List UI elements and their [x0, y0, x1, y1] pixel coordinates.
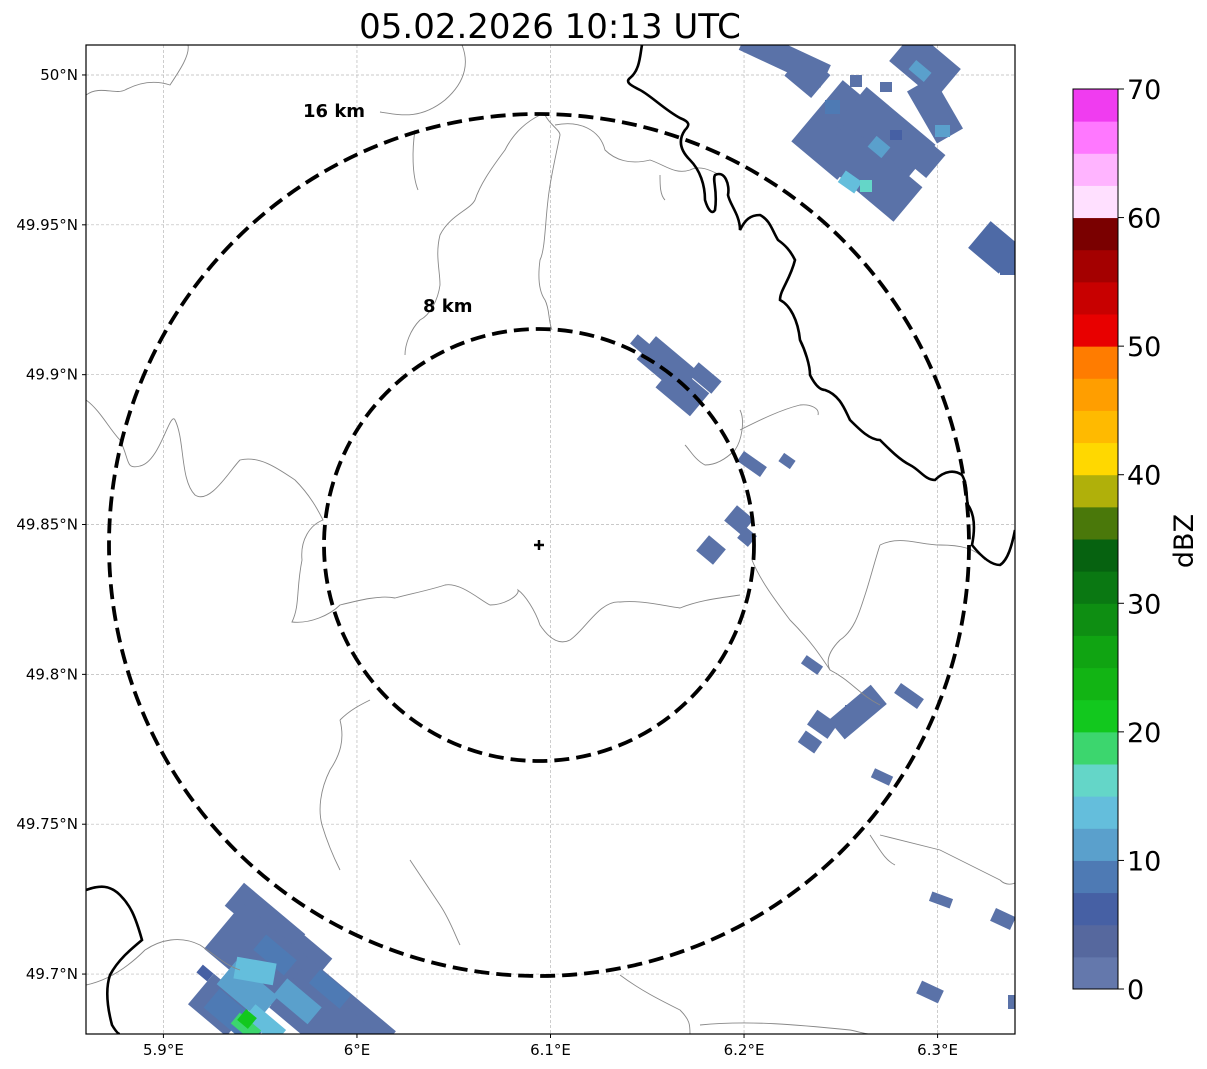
colorbar-segment	[1073, 506, 1118, 540]
colorbar-tick-label: 10	[1127, 846, 1161, 877]
latitude-axis: 50°N 49.95°N 49.9°N 49.85°N 49.8°N 49.75°N 49.…	[16, 66, 86, 983]
tick-label-lon: 6.3°E	[917, 1041, 958, 1059]
longitude-axis: 5.9°E 6°E 6.1°E 6.2°E 6.3°E	[143, 1034, 958, 1059]
echo-cluster-northeast	[738, 45, 963, 222]
tick-label-lon: 6.1°E	[530, 1041, 571, 1059]
colorbar-segment	[1073, 185, 1118, 219]
radar-echoes	[187, 45, 1015, 1034]
colorbar-frame	[1072, 88, 1119, 990]
ring-label-16km: 16 km	[303, 101, 365, 122]
tick-label-lat: 49.7°N	[26, 965, 78, 983]
range-ring-16km	[107, 112, 971, 978]
colorbar-tick-label: 50	[1127, 332, 1161, 363]
echo-cluster-east-edge	[968, 221, 1015, 275]
colorbar-tick-label: 60	[1127, 204, 1161, 235]
colorbar-segment	[1073, 474, 1118, 508]
tick-label-lon: 5.9°E	[143, 1041, 184, 1059]
colorbar: 0 10 20 30 40 50 60 70 dBZ	[1072, 75, 1200, 1006]
colorbar-segments	[1073, 89, 1118, 990]
colorbar-segment	[1073, 635, 1118, 669]
radar-site-marker	[534, 540, 544, 550]
colorbar-segment	[1073, 153, 1118, 186]
colorbar-segment	[1073, 892, 1118, 926]
colorbar-segment	[1073, 314, 1118, 347]
tick-label-lat: 49.9°N	[26, 366, 78, 384]
map-background	[86, 45, 1015, 1034]
colorbar-segment	[1073, 731, 1118, 765]
map-title: 05.02.2026 10:13 UTC	[359, 7, 741, 47]
colorbar-tick-label: 30	[1127, 589, 1161, 620]
colorbar-tick-label: 0	[1127, 975, 1144, 1006]
colorbar-segment	[1073, 667, 1118, 701]
colorbar-label: dBZ	[1169, 514, 1200, 568]
colorbar-segment	[1073, 796, 1118, 829]
colorbar-tick-label: 40	[1127, 461, 1161, 492]
echo-cluster-southeast	[797, 655, 1015, 1009]
colorbar-segment	[1073, 410, 1118, 444]
regional-boundaries	[86, 45, 1015, 1034]
tick-label-lon: 6.2°E	[724, 1041, 765, 1059]
tick-label-lat: 49.75°N	[16, 815, 78, 833]
colorbar-segment	[1073, 956, 1118, 990]
range-ring-8km	[322, 327, 756, 763]
colorbar-tick-label: 20	[1127, 718, 1161, 749]
tick-label-lat: 49.85°N	[16, 516, 78, 534]
colorbar-segment	[1073, 539, 1118, 572]
colorbar-segment	[1073, 699, 1118, 733]
ring-label-8km: 8 km	[423, 296, 473, 317]
map-panel: 16 km 8 km	[85, 44, 1016, 1035]
colorbar-segment	[1073, 764, 1118, 797]
colorbar-segment	[1073, 217, 1118, 251]
colorbar-segment	[1073, 89, 1118, 122]
colorbar-segment	[1073, 442, 1118, 476]
tick-label-lat: 50°N	[40, 66, 78, 84]
colorbar-segment	[1073, 378, 1118, 411]
colorbar-segment	[1073, 828, 1118, 861]
range-rings	[107, 112, 971, 978]
colorbar-segment	[1073, 860, 1118, 894]
colorbar-segment	[1073, 924, 1118, 958]
colorbar-tick-label: 70	[1127, 75, 1161, 106]
colorbar-segment	[1073, 121, 1118, 154]
colorbar-segment	[1073, 249, 1118, 283]
tick-label-lon: 6°E	[344, 1041, 371, 1059]
colorbar-segment	[1073, 571, 1118, 604]
echo-cluster-northeast-core	[825, 59, 950, 194]
colorbar-ticks: 0 10 20 30 40 50 60 70	[1118, 75, 1161, 1006]
echo-cluster-inner-ring	[630, 334, 796, 565]
tick-label-lat: 49.95°N	[16, 216, 78, 234]
national-borders	[86, 45, 1015, 1034]
colorbar-segment	[1073, 603, 1118, 636]
colorbar-segment	[1073, 346, 1118, 379]
tick-label-lat: 49.8°N	[26, 665, 78, 683]
colorbar-segment	[1073, 281, 1118, 315]
